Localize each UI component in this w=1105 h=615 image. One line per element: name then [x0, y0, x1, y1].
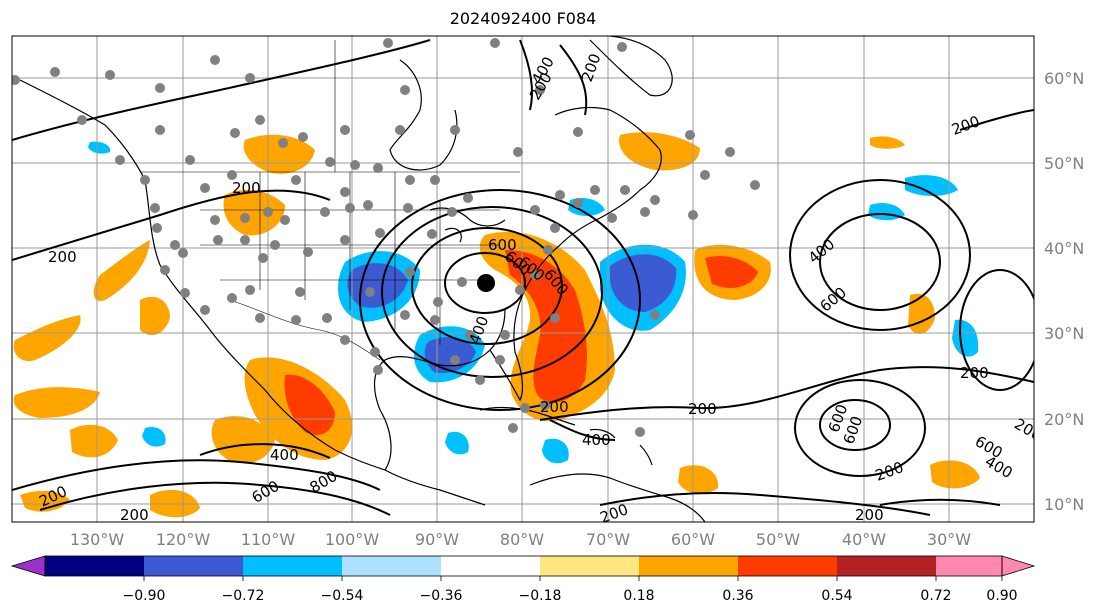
contour-label: 200: [232, 179, 261, 197]
colorbar-segment: [243, 556, 342, 576]
colorbar-segment: [639, 556, 738, 576]
colorbar-segment: [936, 556, 1002, 576]
colorbar-segment: [45, 556, 144, 576]
lat-tick-label: 10°N: [1044, 495, 1084, 514]
contour-label: 400: [582, 431, 611, 449]
colorbar-tick-label: −0.72: [222, 588, 265, 604]
colorbar-tick-label: −0.18: [519, 588, 562, 604]
lon-tick-label: 130°W: [70, 530, 125, 549]
contour-label: 400: [270, 446, 299, 464]
contour-label: 200: [48, 248, 77, 266]
colorbar-tick-label: 0.90: [986, 588, 1017, 604]
lon-tick-label: 80°W: [500, 530, 544, 549]
station-dots: [12, 38, 760, 437]
lon-tick-label: 120°W: [156, 530, 211, 549]
storm-center-marker: [477, 274, 495, 292]
contour-label: 600: [488, 236, 517, 254]
colorbar-tick-label: 0.36: [722, 588, 753, 604]
contour-label: 200: [540, 398, 569, 416]
colorbar-segment: [441, 556, 540, 576]
latitude-labels: 60°N 50°N 40°N 30°N 20°N 10°N: [1044, 69, 1084, 514]
lon-tick-label: 70°W: [586, 530, 630, 549]
lon-tick-label: 30°W: [927, 530, 971, 549]
colorbar-segment: [10, 555, 46, 577]
contour-label: 200: [960, 364, 989, 382]
colorbar-segment: [738, 556, 837, 576]
grid-lines: [12, 36, 1034, 522]
colorbar-segment: [144, 556, 243, 576]
colorbar-tick-label: 0.18: [623, 588, 654, 604]
colorbar-tick-label: −0.54: [321, 588, 364, 604]
shading-layer: [13, 132, 980, 518]
colorbar-ticks: [143, 576, 1003, 581]
lat-tick-label: 50°N: [1044, 154, 1084, 173]
lon-tick-label: 110°W: [241, 530, 296, 549]
lat-tick-label: 20°N: [1044, 410, 1084, 429]
contour-lines: [12, 39, 1034, 516]
political-borders: [140, 40, 520, 361]
lat-tick-label: 30°N: [1044, 324, 1084, 343]
contour-label: 200: [855, 506, 884, 524]
colorbar-tick-label: 0.54: [821, 588, 852, 604]
colorbar-tick-label: −0.90: [123, 588, 166, 604]
colorbar-tick-label: −0.36: [420, 588, 463, 604]
lon-tick-label: 90°W: [415, 530, 459, 549]
lon-tick-label: 60°W: [671, 530, 715, 549]
lon-tick-label: 40°W: [842, 530, 886, 549]
longitude-labels: 130°W 120°W 110°W 100°W 90°W 80°W 70°W 6…: [70, 530, 971, 549]
colorbar: −0.90 −0.72 −0.54 −0.36 −0.18 0.18 0.36 …: [10, 555, 1036, 604]
contour-label: 200: [120, 506, 149, 524]
colorbar-segment: [1001, 555, 1036, 577]
colorbar-segment: [837, 556, 936, 576]
colorbar-segment: [342, 556, 441, 576]
colorbar-tick-label: 0.72: [920, 588, 951, 604]
lat-tick-label: 60°N: [1044, 69, 1084, 88]
map-frame: [11, 35, 1035, 523]
lon-tick-label: 50°W: [756, 530, 800, 549]
colorbar-segment: [540, 556, 639, 576]
map-title: 2024092400 F084: [449, 9, 597, 28]
contour-label: 200: [688, 400, 717, 418]
lat-tick-label: 40°N: [1044, 239, 1084, 258]
lon-tick-label: 100°W: [325, 530, 380, 549]
